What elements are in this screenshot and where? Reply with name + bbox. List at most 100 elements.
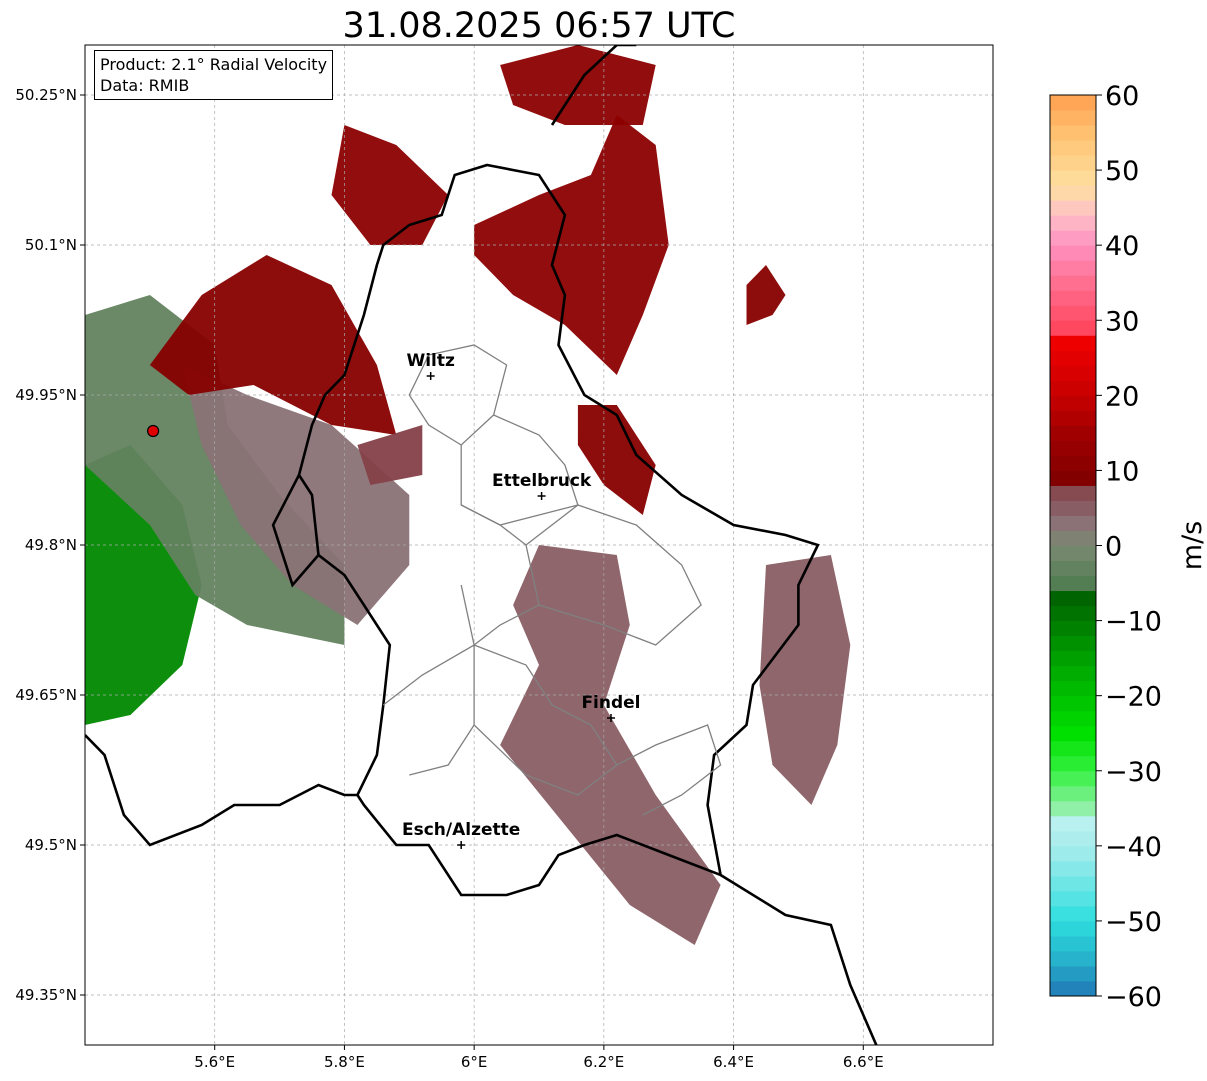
colorbar-segment	[1050, 710, 1096, 727]
lon-tick-label: 6°E	[461, 1053, 488, 1071]
lat-tick-label: 50.25°N	[15, 86, 77, 104]
colorbar-segment	[1050, 800, 1096, 817]
lat-tick-label: 49.95°N	[15, 386, 77, 404]
canton-border-5	[616, 724, 722, 816]
colorbar-segment	[1050, 470, 1096, 486]
colorbar-segment	[1050, 395, 1096, 411]
canton-border-4	[473, 644, 618, 796]
canton-border-1	[460, 414, 579, 526]
colorbar-segment	[1050, 635, 1096, 652]
colorbar-segment	[1050, 830, 1096, 847]
colorbar-segment	[1050, 110, 1096, 126]
lon-tick-label: 6.2°E	[583, 1053, 624, 1071]
colorbar-segment	[1050, 440, 1096, 456]
city-label: Esch/Alzette	[402, 820, 520, 840]
info-box: Product: 2.1° Radial Velocity Data: RMIB	[94, 50, 334, 100]
colorbar-segment	[1050, 950, 1096, 967]
lon-tick-label: 5.6°E	[194, 1053, 235, 1071]
colorbar-tick-label: 30	[1105, 306, 1139, 337]
colorbar-segment	[1050, 590, 1096, 607]
colorbar-segment	[1050, 500, 1096, 516]
colorbar-segment	[1050, 620, 1096, 637]
colorbar-segment	[1050, 515, 1096, 531]
colorbar-tick-label: −60	[1105, 982, 1162, 1013]
colorbar-tick-label: 20	[1105, 381, 1139, 412]
colorbar-segment	[1050, 530, 1096, 546]
colorbar-tick-label: 50	[1105, 156, 1139, 187]
colorbar-segment	[1050, 770, 1096, 787]
colorbar-tick-label: −40	[1105, 832, 1162, 863]
canton-border-0	[408, 344, 508, 446]
colorbar-segment	[1050, 215, 1096, 231]
colorbar-segment	[1050, 125, 1096, 141]
lat-tick-label: 49.8°N	[25, 536, 77, 554]
colorbar-segment	[1050, 230, 1096, 246]
colorbar-segment	[1050, 650, 1096, 667]
colorbar-segment	[1050, 980, 1096, 997]
velocity-echo-east-band	[759, 555, 851, 805]
velocity-echo-west-outbound	[182, 365, 410, 625]
colorbar-segment	[1050, 485, 1096, 501]
colorbar-segment	[1050, 200, 1096, 216]
canton-border-3	[525, 504, 702, 646]
colorbar-segment	[1050, 140, 1096, 156]
city-label: Wiltz	[406, 351, 455, 371]
colorbar-segment	[1050, 905, 1096, 922]
radar-site-marker	[147, 424, 160, 438]
colorbar-segment	[1050, 695, 1096, 712]
lat-tick-label: 49.5°N	[25, 836, 77, 854]
product-label: Product: 2.1° Radial Velocity	[100, 55, 328, 74]
velocity-echo-east-cells	[577, 405, 656, 515]
colorbar-segment	[1050, 410, 1096, 426]
data-source-label: Data: RMIB	[100, 76, 190, 95]
colorbar-segment	[1050, 560, 1096, 577]
lat-tick-label: 49.35°N	[15, 986, 77, 1004]
colorbar-segment	[1050, 545, 1096, 562]
lat-tick-label: 49.65°N	[15, 686, 77, 704]
colorbar-tick-label: 0	[1105, 532, 1122, 563]
colorbar-segment	[1050, 740, 1096, 757]
colorbar-segment	[1050, 350, 1096, 366]
lon-tick-label: 6.4°E	[713, 1053, 754, 1071]
colorbar-tick-label: −30	[1105, 757, 1162, 788]
map-title: 31.08.2025 06:57 UTC	[342, 6, 736, 46]
country-border-luxembourg	[297, 163, 820, 897]
colorbar-segment	[1050, 170, 1096, 186]
colorbar-segment	[1050, 875, 1096, 892]
colorbar-segment	[1050, 785, 1096, 802]
colorbar-tick-label: −20	[1105, 682, 1162, 713]
colorbar-tick-label: 60	[1105, 81, 1139, 112]
lon-tick-label: 5.8°E	[324, 1053, 365, 1071]
colorbar-segment	[1050, 965, 1096, 982]
colorbar-tick-label: −10	[1105, 607, 1162, 638]
country-border-north	[550, 45, 637, 126]
colorbar-tick-label: 40	[1105, 231, 1139, 262]
colorbar-tick-label: −50	[1105, 907, 1162, 938]
city-label: Ettelbruck	[492, 471, 592, 491]
colorbar-segment	[1050, 320, 1096, 336]
velocity-echo-south-band	[500, 545, 721, 945]
colorbar-segment	[1050, 275, 1096, 291]
colorbar-segment	[1050, 455, 1096, 471]
colorbar-unit-label: m/s	[1177, 520, 1207, 571]
canton-border-6	[382, 643, 475, 776]
colorbar-segment	[1050, 305, 1096, 321]
country-border-belgium	[271, 474, 320, 588]
lat-tick-label: 50.1°N	[25, 236, 77, 254]
colorbar-segment	[1050, 920, 1096, 937]
colorbar-segment	[1050, 290, 1096, 306]
colorbar-segment	[1050, 260, 1096, 276]
colorbar-segment	[1050, 725, 1096, 742]
colorbar-segment	[1050, 605, 1096, 622]
colorbar-segment	[1050, 425, 1096, 441]
velocity-echo-north-west-core	[149, 255, 397, 435]
colorbar-segment	[1050, 665, 1096, 682]
country-border-france	[85, 734, 358, 847]
colorbar-segment	[1050, 575, 1096, 592]
lon-tick-label: 6.6°E	[843, 1053, 884, 1071]
colorbar-segment	[1050, 845, 1096, 862]
colorbar-segment	[1050, 185, 1096, 201]
velocity-echo-central-cell	[357, 425, 423, 485]
velocity-echo-north-center	[331, 125, 449, 245]
